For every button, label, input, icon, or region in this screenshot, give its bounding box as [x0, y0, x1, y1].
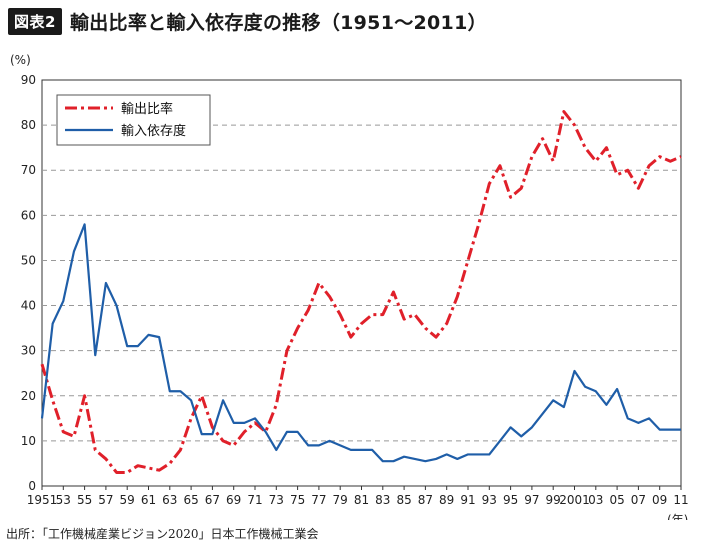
x-tick-label: 79: [333, 493, 348, 507]
y-tick-label: 10: [21, 434, 36, 448]
x-tick-label: 65: [183, 493, 198, 507]
y-axis-unit: (%): [10, 53, 31, 67]
x-tick-label: 69: [226, 493, 241, 507]
y-tick-label: 40: [21, 299, 36, 313]
y-tick-label: 30: [21, 344, 36, 358]
x-tick-label: 95: [503, 493, 518, 507]
legend-label: 輸入依存度: [121, 123, 186, 139]
series-line-export-ratio: [40, 110, 682, 474]
x-tick-label: 07: [631, 493, 646, 507]
x-axis-unit: (年): [667, 513, 688, 520]
y-tick-label: 70: [21, 163, 36, 177]
x-tick-label: 93: [482, 493, 497, 507]
y-tick-label: 50: [21, 253, 36, 267]
x-tick-label: 63: [162, 493, 177, 507]
x-tick-label: 99: [546, 493, 561, 507]
y-tick-label: 90: [21, 73, 36, 87]
x-tick-label: 05: [609, 493, 624, 507]
source-note: 出所：「工作機械産業ビジョン2020」日本工作機械工業会: [6, 527, 319, 541]
x-tick-label: 97: [524, 493, 539, 507]
x-tick-label: 57: [98, 493, 113, 507]
y-tick-label: 60: [21, 208, 36, 222]
x-tick-label: 59: [120, 493, 135, 507]
legend-box: [56, 94, 211, 146]
y-tick-label: 80: [21, 118, 36, 132]
x-tick-label: 81: [354, 493, 369, 507]
x-tick-label: 71: [247, 493, 262, 507]
figure-header: 図表2 輸出比率と輸入依存度の推移（1951〜2011）: [8, 7, 487, 35]
x-tick-label: 11: [673, 493, 688, 507]
x-tick-label: 91: [460, 493, 475, 507]
x-tick-label: 83: [375, 493, 390, 507]
x-tick-label: 77: [311, 493, 326, 507]
x-tick-label: 85: [396, 493, 411, 507]
y-tick-label: 0: [28, 479, 36, 493]
x-tick-label: 2001: [559, 493, 590, 507]
figure-badge: 図表2: [8, 7, 62, 35]
x-tick-label: 75: [290, 493, 305, 507]
legend-label: 輸出比率: [121, 101, 173, 117]
x-tick-label: 89: [439, 493, 454, 507]
series-line-import-dependency: [40, 223, 681, 463]
x-tick-label: 67: [205, 493, 220, 507]
chart-title: 輸出比率と輸入依存度の推移（1951〜2011）: [69, 11, 487, 34]
x-tick-label: 61: [141, 493, 156, 507]
x-tick-label: 53: [56, 493, 71, 507]
x-tick-label: 87: [418, 493, 433, 507]
y-tick-label: 20: [21, 389, 36, 403]
x-tick-label: 55: [77, 493, 92, 507]
x-tick-label: 03: [588, 493, 603, 507]
x-tick-label: 1951: [27, 493, 58, 507]
x-tick-label: 73: [269, 493, 284, 507]
x-tick-label: 09: [652, 493, 667, 507]
